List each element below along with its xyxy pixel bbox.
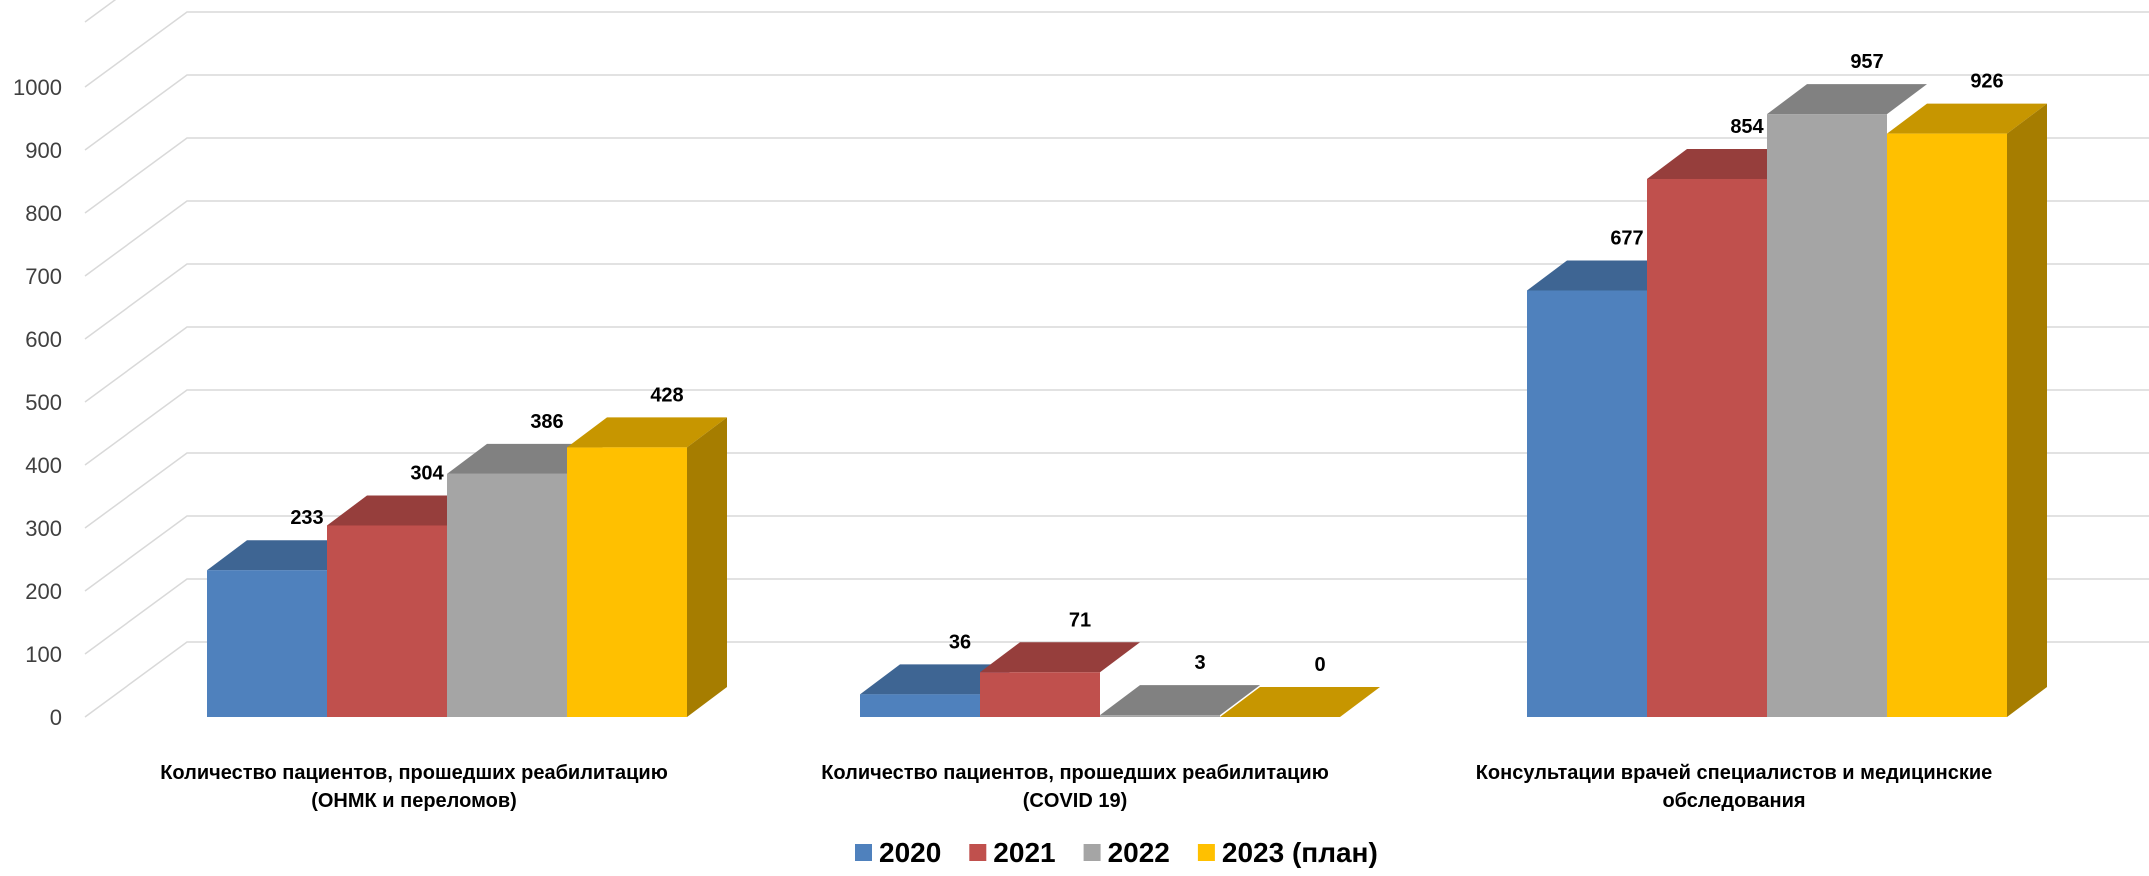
data-label: 3 <box>1194 652 1205 674</box>
gridline-900 <box>84 74 2149 151</box>
bar-2-2 <box>1767 84 1927 718</box>
bar-front <box>1527 290 1647 717</box>
wall-top-edge <box>84 0 117 23</box>
data-label: 957 <box>1850 51 1883 73</box>
bar-top <box>567 417 727 448</box>
bar-1-1 <box>980 642 1140 717</box>
data-label: 0 <box>1314 654 1325 676</box>
legend-swatch <box>1083 844 1101 861</box>
bar-top <box>1100 685 1260 716</box>
legend-swatch <box>855 844 872 861</box>
legend-label: 2022 <box>1108 837 1170 868</box>
bar-front <box>1887 133 2007 717</box>
bars <box>207 84 2047 718</box>
bar-top <box>1887 103 2047 134</box>
y-tick-label: 200 <box>25 579 62 604</box>
legend-label: 2021 <box>993 837 1055 868</box>
legend-item: 2020 <box>855 837 941 868</box>
legend-label: 2020 <box>879 837 941 868</box>
data-label: 36 <box>949 631 971 653</box>
bar-side <box>2007 103 2047 718</box>
bar-1-2 <box>1100 685 1260 717</box>
data-label: 233 <box>290 507 323 529</box>
bar-0-3 <box>567 417 727 717</box>
bar-front <box>1767 114 1887 718</box>
category-label: Количество пациентов, прошедших реабилит… <box>821 762 1329 812</box>
y-tick-label: 500 <box>25 390 62 415</box>
data-labels: 233 304 386 428 36 71 3 0 677 854 957 926 <box>290 51 2003 676</box>
gridline-200 <box>84 515 2149 592</box>
gridline-600 <box>84 263 2149 340</box>
y-tick-label: 700 <box>25 264 62 289</box>
bar-front <box>980 672 1100 717</box>
gridline-800 <box>84 137 2149 214</box>
category-labels: Количество пациентов, прошедших реабилит… <box>160 762 1992 812</box>
y-tick-label: 400 <box>25 453 62 478</box>
bar-front <box>207 570 327 717</box>
gridline-0 <box>84 641 2149 718</box>
y-tick-label: 600 <box>25 327 62 352</box>
y-tick-label: 300 <box>25 516 62 541</box>
legend-item: 2022 <box>1083 837 1170 868</box>
bar-top <box>1767 84 1927 115</box>
bar-front <box>567 447 687 717</box>
bar-front <box>1647 178 1767 718</box>
bar-top <box>980 642 1140 673</box>
data-label: 854 <box>1730 116 1764 138</box>
gridline-100 <box>84 578 2149 655</box>
gridline-400 <box>84 389 2149 466</box>
bar-2-0 <box>1527 260 1687 717</box>
y-tick-label: 100 <box>25 642 62 667</box>
bar-1-3 <box>1220 687 1380 717</box>
gridline-500 <box>84 326 2149 403</box>
bar-front <box>327 525 447 717</box>
bar-top <box>1220 687 1380 717</box>
legend-swatch <box>1197 844 1215 861</box>
data-label: 428 <box>650 384 683 406</box>
y-tick-label: 900 <box>25 138 62 163</box>
legend-item: 2023 (план) <box>1197 837 1378 868</box>
y-tick-label: 1000 <box>13 75 62 100</box>
legend: 2020 2021 2022 2023 (план) <box>855 837 1378 868</box>
data-label: 386 <box>530 411 563 433</box>
grid <box>84 0 2149 718</box>
bar-2-3 <box>1887 103 2047 718</box>
gridline-300 <box>84 452 2149 529</box>
bar-side <box>687 417 727 717</box>
y-axis: 0 100 200 300 400 500 600 700 800 900 1000 <box>13 75 62 730</box>
bar-front <box>1100 715 1220 717</box>
category-label: Количество пациентов, прошедших реабилит… <box>160 762 668 812</box>
legend-item: 2021 <box>969 837 1056 868</box>
data-label: 677 <box>1610 227 1643 249</box>
data-label: 304 <box>410 462 444 484</box>
gridline-700 <box>84 200 2149 277</box>
gridline-1000 <box>84 11 2149 88</box>
data-label: 71 <box>1069 609 1091 631</box>
bar-front <box>860 694 980 717</box>
bar-front <box>447 473 567 717</box>
y-tick-label: 0 <box>50 705 62 730</box>
category-label: Консультации врачей специалистов и медиц… <box>1476 762 1993 812</box>
legend-swatch <box>969 844 987 861</box>
legend-label: 2023 (план) <box>1222 837 1378 868</box>
data-label: 926 <box>1970 71 2003 93</box>
y-tick-label: 800 <box>25 201 62 226</box>
